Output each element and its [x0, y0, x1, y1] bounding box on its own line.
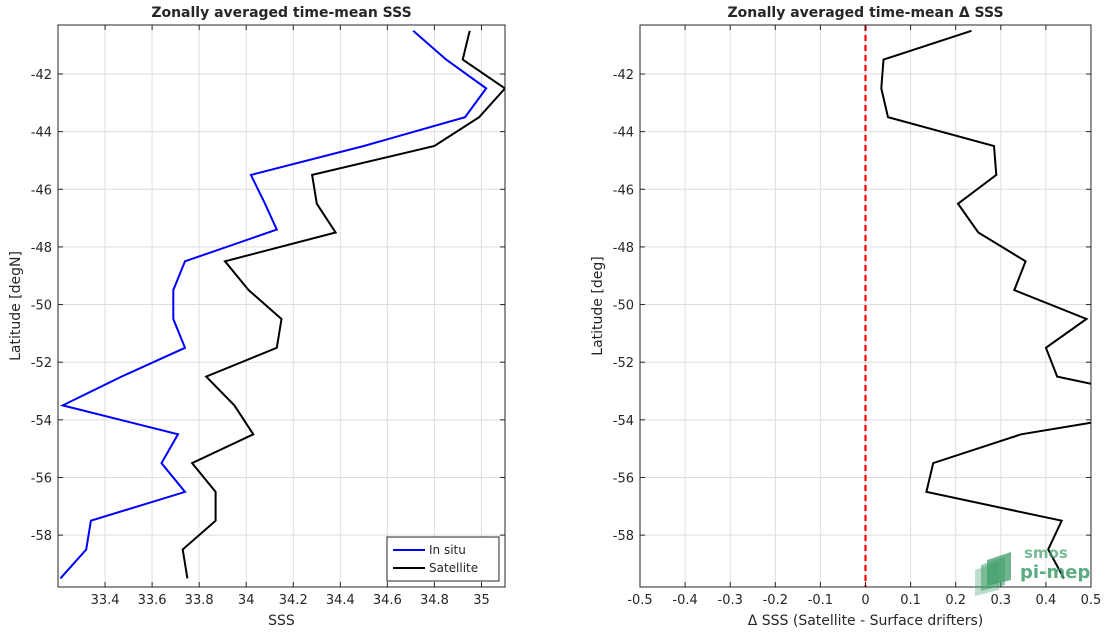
y-tick-label: -50	[613, 299, 634, 314]
chart-title: Zonally averaged time-mean SSS	[151, 5, 411, 21]
y-tick-label: -54	[613, 414, 634, 429]
y-tick-label: -58	[613, 529, 634, 544]
y-axis-label: Latitude [deg]	[590, 256, 606, 355]
y-tick-label: -44	[31, 126, 52, 141]
y-tick-label: -46	[613, 183, 634, 198]
y-tick-label: -52	[31, 356, 52, 371]
x-tick-label: 34.8	[420, 593, 449, 608]
x-tick-label: 0.4	[1036, 593, 1057, 608]
chart-title: Zonally averaged time-mean Δ SSS	[727, 5, 1003, 21]
x-tick-label: 34.2	[279, 593, 308, 608]
x-tick-label: -0.5	[627, 593, 652, 608]
y-tick-label: -56	[613, 471, 634, 486]
logo-text-line2: pi-mep	[1020, 562, 1090, 583]
legend-label: Satellite	[429, 561, 478, 575]
y-tick-label: -50	[31, 299, 52, 314]
y-tick-label: -48	[613, 241, 634, 256]
y-tick-label: -56	[31, 471, 52, 486]
logo-text-line1: smos	[1024, 544, 1068, 562]
axes-box	[57, 24, 506, 588]
x-tick-label: 34	[238, 593, 255, 608]
x-axis-label: SSS	[268, 613, 295, 629]
x-tick-label: 34.6	[373, 593, 402, 608]
x-tick-label: -0.3	[718, 593, 743, 608]
plot-area	[58, 25, 505, 587]
x-tick-label: -0.1	[808, 593, 833, 608]
y-tick-label: -42	[31, 68, 52, 83]
x-tick-label: -0.4	[672, 593, 697, 608]
x-tick-label: 35	[473, 593, 490, 608]
y-tick-label: -58	[31, 529, 52, 544]
delta-sss-line-2	[925, 421, 1091, 579]
y-tick-label: -44	[613, 126, 634, 141]
x-tick-label: 0.3	[990, 593, 1011, 608]
y-tick-label: -48	[31, 241, 52, 256]
y-tick-label: -42	[613, 68, 634, 83]
delta-sss-panel: -0.5 -0.4 -0.3 -0.2 -0.1 0 0.1 0.2 0.3 0.4 0.5 -42 -…	[590, 5, 1101, 629]
y-tick-label: -46	[31, 183, 52, 198]
y-tick-label: -54	[31, 414, 52, 429]
x-tick-label: -0.2	[763, 593, 788, 608]
x-tick-label: 0.1	[900, 593, 921, 608]
legend-box	[386, 536, 500, 582]
x-axis-label: Δ SSS (Satellite - Surface drifters)	[748, 613, 984, 629]
logo-layer	[987, 552, 1011, 586]
series-satellite-line	[181, 30, 505, 579]
x-tick-label: 0.2	[945, 593, 966, 608]
y-tick-label: -52	[613, 356, 634, 371]
x-tick-label: 0.5	[1081, 593, 1102, 608]
x-tick-label: 33.8	[185, 593, 214, 608]
delta-sss-line-1	[880, 29, 1091, 385]
y-axis-label: Latitude [degN]	[8, 251, 24, 361]
series-in-situ-line	[59, 30, 488, 580]
x-tick-label: 34.4	[326, 593, 355, 608]
x-tick-label: 33.6	[138, 593, 167, 608]
legend: In situ Satellite	[386, 536, 500, 582]
logo-icon	[975, 552, 1011, 596]
sss-panel: 33.4 33.6 33.8 34 34.2 34.4 34.6 34.8 35 -42 -44 -4…	[8, 5, 506, 629]
x-tick-label: 0	[861, 593, 869, 608]
legend-label: In situ	[429, 543, 466, 557]
x-tick-label: 33.4	[91, 593, 120, 608]
